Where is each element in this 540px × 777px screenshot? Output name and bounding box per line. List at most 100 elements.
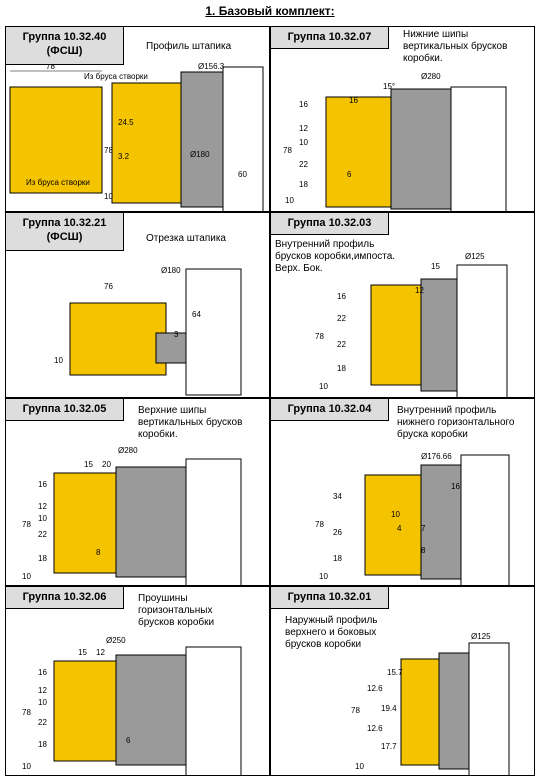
dim-label: 78 [315,332,324,341]
dim-label: 78 [104,146,113,155]
dim-label: 3.2 [118,152,130,161]
panel-caption: Внутренний профиль нижнего горизонтально… [397,405,515,440]
dim-label: 10 [355,762,364,771]
cutter-shape [115,466,187,578]
group-name: Группа 10.32.07 [287,31,372,43]
panel-10-32-21: 76 Ø180 64 3 10 Группа 10.32.21 (ФСШ) От… [5,212,270,398]
spindle-shape [456,264,508,397]
panel-10-32-01: Ø125 15.7 12.6 19.4 12.6 17.7 78 10 Груп… [270,586,535,776]
panel-caption: Профиль штапика [146,41,232,52]
dim-label: 16 [337,292,346,301]
diagram-10-32-21: 76 Ø180 64 3 10 [54,266,242,396]
diagram-10-32-03: Ø125 15 12 16 22 22 18 78 10 [315,252,508,397]
dim-label: 22 [337,314,346,323]
group-tag: Группа 10.32.07 [271,27,389,49]
dim-label: 22 [337,340,346,349]
cutter-shape [420,464,462,580]
dim-label: 10 [22,572,31,581]
panel-caption: Отрезка штапика [146,233,226,244]
dim-label: 64 [192,310,201,319]
dim-label: 16 [349,96,358,105]
dim-label: 18 [333,554,342,563]
group-name: Группа 10.32.40 [22,31,107,43]
dim-label: 15 [84,460,93,469]
dim-label: 18 [337,364,346,373]
dim-label: 17.7 [381,742,397,751]
dim-label: Ø156.3 [198,62,225,71]
dim-label: 12 [299,124,308,133]
note-label: Из бруса створки [26,178,90,187]
dim-label: 12 [38,502,47,511]
dim-label: 20 [102,460,111,469]
dim-label: 78 [315,520,324,529]
dim-label: 10 [299,138,308,147]
panel-10-32-40: 78 Ø156.3 24.5 3.2 Ø180 60 78 10 Из брус… [5,26,270,212]
dim-label: 12.6 [367,684,383,693]
panel-caption: Верхние шипы вертикальных брусков коробк… [138,405,243,440]
part-shape [400,658,446,766]
diagram-10-32-07: Ø280 15° 16 16 12 10 22 18 6 78 10 [283,72,507,211]
diagram-10-32-01: Ø125 15.7 12.6 19.4 12.6 17.7 78 10 [351,632,510,775]
cutter-shape [115,654,187,766]
dim-label: 8 [421,546,426,555]
spindle-shape [450,86,507,211]
diagram-10-32-05: Ø280 15 20 16 12 10 22 18 8 78 10 [22,446,242,585]
dim-label: 18 [299,180,308,189]
dim-label: 6 [126,736,131,745]
dim-label: 16 [38,480,47,489]
dim-label: 16 [451,482,460,491]
group-name: Группа 10.32.01 [287,591,372,603]
dim-label: 76 [104,282,113,291]
dim-label: 10 [54,356,63,365]
dim-label: 78 [22,708,31,717]
dim-label: 24.5 [118,118,134,127]
dim-label: 10 [319,572,328,581]
dim-label: 15° [383,82,395,91]
dim-label: 18 [38,554,47,563]
dim-label: Ø250 [106,636,126,645]
panel-caption: Проушины горизонтальных брусков коробки [138,593,215,628]
dim-label: Ø280 [421,72,441,81]
cutter-shape [390,88,452,210]
part-shape [69,302,167,376]
dim-label: Ø180 [190,150,210,159]
dim-label: 78 [46,62,55,71]
dim-label: 10 [104,192,113,201]
dim-label: 78 [283,146,292,155]
dim-label: Ø125 [465,252,485,261]
dim-label: 22 [38,718,47,727]
group-sub: (ФСШ) [46,231,83,243]
dim-label: 6 [347,170,352,179]
panel-caption: Наружный профиль верхнего и боковых брус… [285,615,378,650]
dim-label: 10 [22,762,31,771]
note-label: Из бруса створки [84,72,148,81]
group-tag: Группа 10.32.40 (ФСШ) [6,27,124,65]
spindle-shape [222,66,264,211]
dim-label: Ø176.66 [421,452,452,461]
group-name: Группа 10.32.04 [287,403,372,415]
spindle-shape [185,458,242,585]
cutter-shape [180,71,224,208]
dim-label: 10 [285,196,294,205]
diagram-10-32-40: 78 Ø156.3 24.5 3.2 Ø180 60 78 10 Из брус… [9,62,264,211]
dim-label: Ø280 [118,446,138,455]
panel-10-32-05: Ø280 15 20 16 12 10 22 18 8 78 10 Группа… [5,398,270,586]
dim-label: 4 [397,524,402,533]
spindle-shape [468,642,510,775]
dim-label: 22 [299,160,308,169]
dim-label: 10 [391,510,400,519]
spindle-shape [460,454,510,585]
dim-label: Ø180 [161,266,181,275]
group-tag: Группа 10.32.06 [6,587,124,609]
dim-label: 12 [96,648,105,657]
group-tag: Группа 10.32.01 [271,587,389,609]
dim-label: 16 [299,100,308,109]
group-name: Группа 10.32.03 [287,217,372,229]
group-name: Группа 10.32.21 [22,217,107,229]
dim-label: 10 [38,698,47,707]
page-title: 1. Базовый комплект: [205,4,335,18]
dim-label: 22 [38,530,47,539]
group-tag: Группа 10.32.04 [271,399,389,421]
dim-label: Ø125 [471,632,491,641]
panel-caption: Внутренний профиль брусков коробки,импос… [275,239,396,274]
